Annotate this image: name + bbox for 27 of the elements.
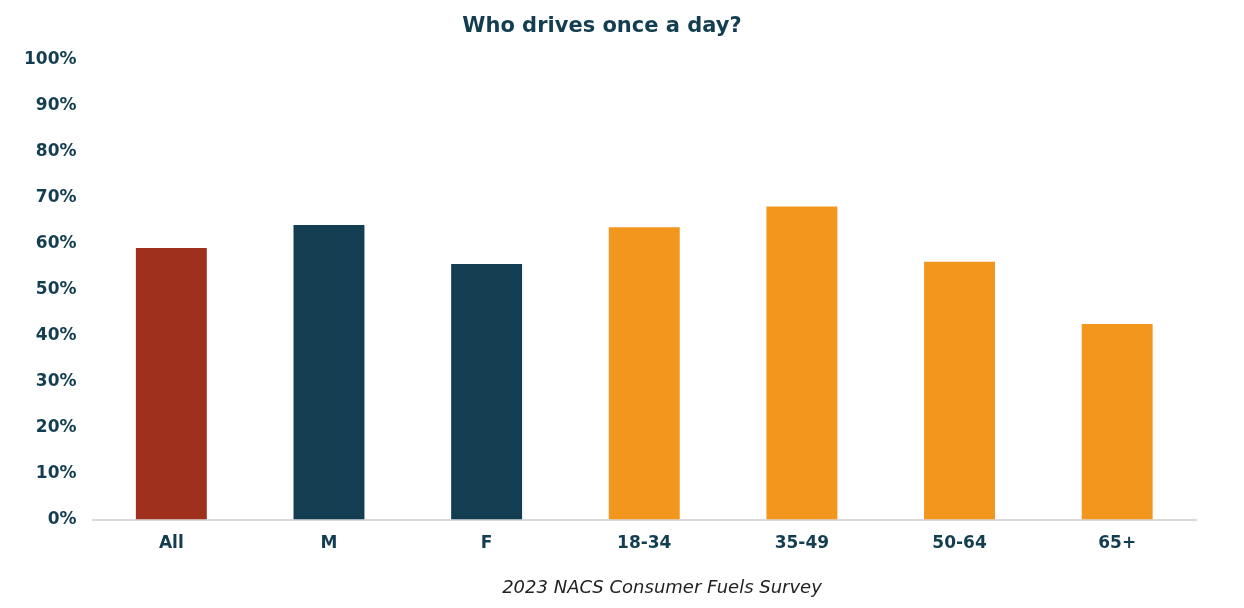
text: 2023 NACS Consumer Fuels Survey — [501, 576, 823, 597]
bar — [1081, 323, 1153, 520]
y-tick-label: 80% — [35, 139, 77, 160]
chart-title: Who drives once a day? — [462, 13, 742, 38]
bar — [766, 206, 838, 520]
y-tick-label: 10% — [35, 461, 77, 482]
y-tick-label: 30% — [35, 369, 77, 390]
x-tick-label: All — [158, 532, 184, 553]
bar — [924, 261, 996, 520]
y-tick-label: 40% — [35, 323, 77, 344]
x-tick-label: 65+ — [1098, 532, 1137, 553]
y-tick-label: 20% — [35, 415, 77, 436]
x-tick-label: 50-64 — [932, 532, 987, 553]
x-tick-label: 35-49 — [774, 532, 830, 553]
y-tick-label: 60% — [35, 231, 77, 252]
y-tick-label: 90% — [35, 93, 77, 114]
bar — [135, 247, 207, 520]
bar — [451, 264, 523, 520]
x-tick-label: F — [480, 532, 493, 553]
bar — [293, 224, 365, 520]
x-tick-label: M — [320, 532, 338, 553]
y-tick-label: 0% — [47, 508, 77, 529]
y-tick-label: 100% — [23, 47, 77, 68]
y-tick-label: 70% — [35, 185, 77, 206]
x-tick-label: 18-34 — [617, 532, 672, 553]
bar — [608, 227, 680, 520]
y-tick-label: 50% — [35, 277, 77, 298]
